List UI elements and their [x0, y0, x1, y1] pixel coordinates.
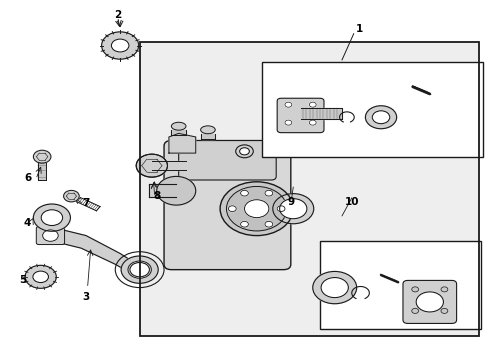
Text: 2: 2 — [114, 10, 121, 20]
Text: 7: 7 — [82, 198, 89, 208]
Circle shape — [279, 199, 306, 219]
Polygon shape — [42, 228, 144, 277]
Circle shape — [42, 230, 58, 241]
Text: 3: 3 — [82, 292, 89, 302]
FancyBboxPatch shape — [163, 140, 290, 270]
Circle shape — [33, 204, 70, 231]
Circle shape — [136, 154, 167, 177]
Circle shape — [157, 176, 195, 205]
Bar — [140, 42, 478, 336]
Circle shape — [121, 256, 158, 283]
Circle shape — [240, 221, 248, 227]
Text: 10: 10 — [344, 197, 358, 207]
Circle shape — [33, 271, 48, 283]
Ellipse shape — [171, 122, 185, 130]
Circle shape — [312, 271, 356, 304]
Circle shape — [440, 309, 447, 314]
Circle shape — [41, 210, 62, 226]
Circle shape — [63, 190, 79, 202]
FancyBboxPatch shape — [36, 226, 64, 244]
Circle shape — [415, 292, 443, 312]
Polygon shape — [149, 184, 176, 197]
Circle shape — [285, 120, 291, 125]
Circle shape — [309, 102, 316, 107]
Circle shape — [264, 221, 272, 227]
Polygon shape — [168, 134, 195, 153]
Bar — [140, 42, 478, 336]
Text: 6: 6 — [24, 173, 31, 183]
Circle shape — [321, 278, 347, 298]
Circle shape — [365, 106, 396, 129]
Text: 4: 4 — [24, 218, 31, 228]
Circle shape — [33, 150, 51, 163]
Text: 1: 1 — [355, 24, 362, 35]
Circle shape — [371, 111, 389, 124]
Circle shape — [411, 309, 418, 314]
Circle shape — [136, 154, 167, 177]
FancyBboxPatch shape — [277, 98, 324, 133]
Circle shape — [130, 262, 149, 277]
Circle shape — [277, 206, 285, 212]
Polygon shape — [300, 108, 341, 120]
Circle shape — [239, 148, 249, 155]
Circle shape — [309, 120, 316, 125]
FancyBboxPatch shape — [178, 140, 276, 180]
Circle shape — [228, 206, 236, 212]
Bar — [320, 241, 480, 329]
Circle shape — [25, 265, 56, 288]
Text: 9: 9 — [286, 197, 294, 207]
Text: 5: 5 — [19, 275, 26, 285]
Circle shape — [240, 190, 248, 196]
Circle shape — [111, 39, 129, 52]
Circle shape — [102, 32, 139, 59]
Polygon shape — [200, 134, 215, 139]
Circle shape — [264, 190, 272, 196]
FancyBboxPatch shape — [402, 280, 456, 323]
Polygon shape — [171, 130, 185, 135]
Text: 8: 8 — [153, 191, 160, 201]
Polygon shape — [152, 161, 185, 170]
Ellipse shape — [200, 126, 215, 134]
Circle shape — [128, 261, 151, 278]
Circle shape — [411, 287, 418, 292]
Circle shape — [235, 145, 253, 158]
Circle shape — [244, 200, 268, 218]
Circle shape — [440, 287, 447, 292]
Circle shape — [285, 102, 291, 107]
Bar — [261, 62, 483, 157]
Circle shape — [272, 194, 313, 224]
Circle shape — [220, 182, 293, 235]
Circle shape — [226, 186, 286, 231]
